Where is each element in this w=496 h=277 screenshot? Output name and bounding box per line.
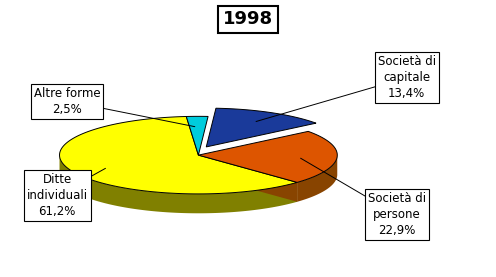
Text: Società di
capitale
13,4%: Società di capitale 13,4%	[377, 55, 436, 100]
Text: Società di
persone
22,9%: Società di persone 22,9%	[368, 192, 426, 237]
Polygon shape	[206, 108, 316, 147]
Text: Ditte
individuali
61,2%: Ditte individuali 61,2%	[26, 173, 88, 218]
Polygon shape	[198, 131, 337, 182]
Polygon shape	[297, 156, 337, 202]
Polygon shape	[60, 155, 297, 213]
Polygon shape	[186, 116, 208, 155]
Text: Altre forme
2,5%: Altre forme 2,5%	[34, 87, 100, 116]
Polygon shape	[198, 155, 297, 202]
Text: 1998: 1998	[223, 11, 273, 28]
Polygon shape	[60, 117, 297, 194]
Polygon shape	[198, 155, 297, 202]
